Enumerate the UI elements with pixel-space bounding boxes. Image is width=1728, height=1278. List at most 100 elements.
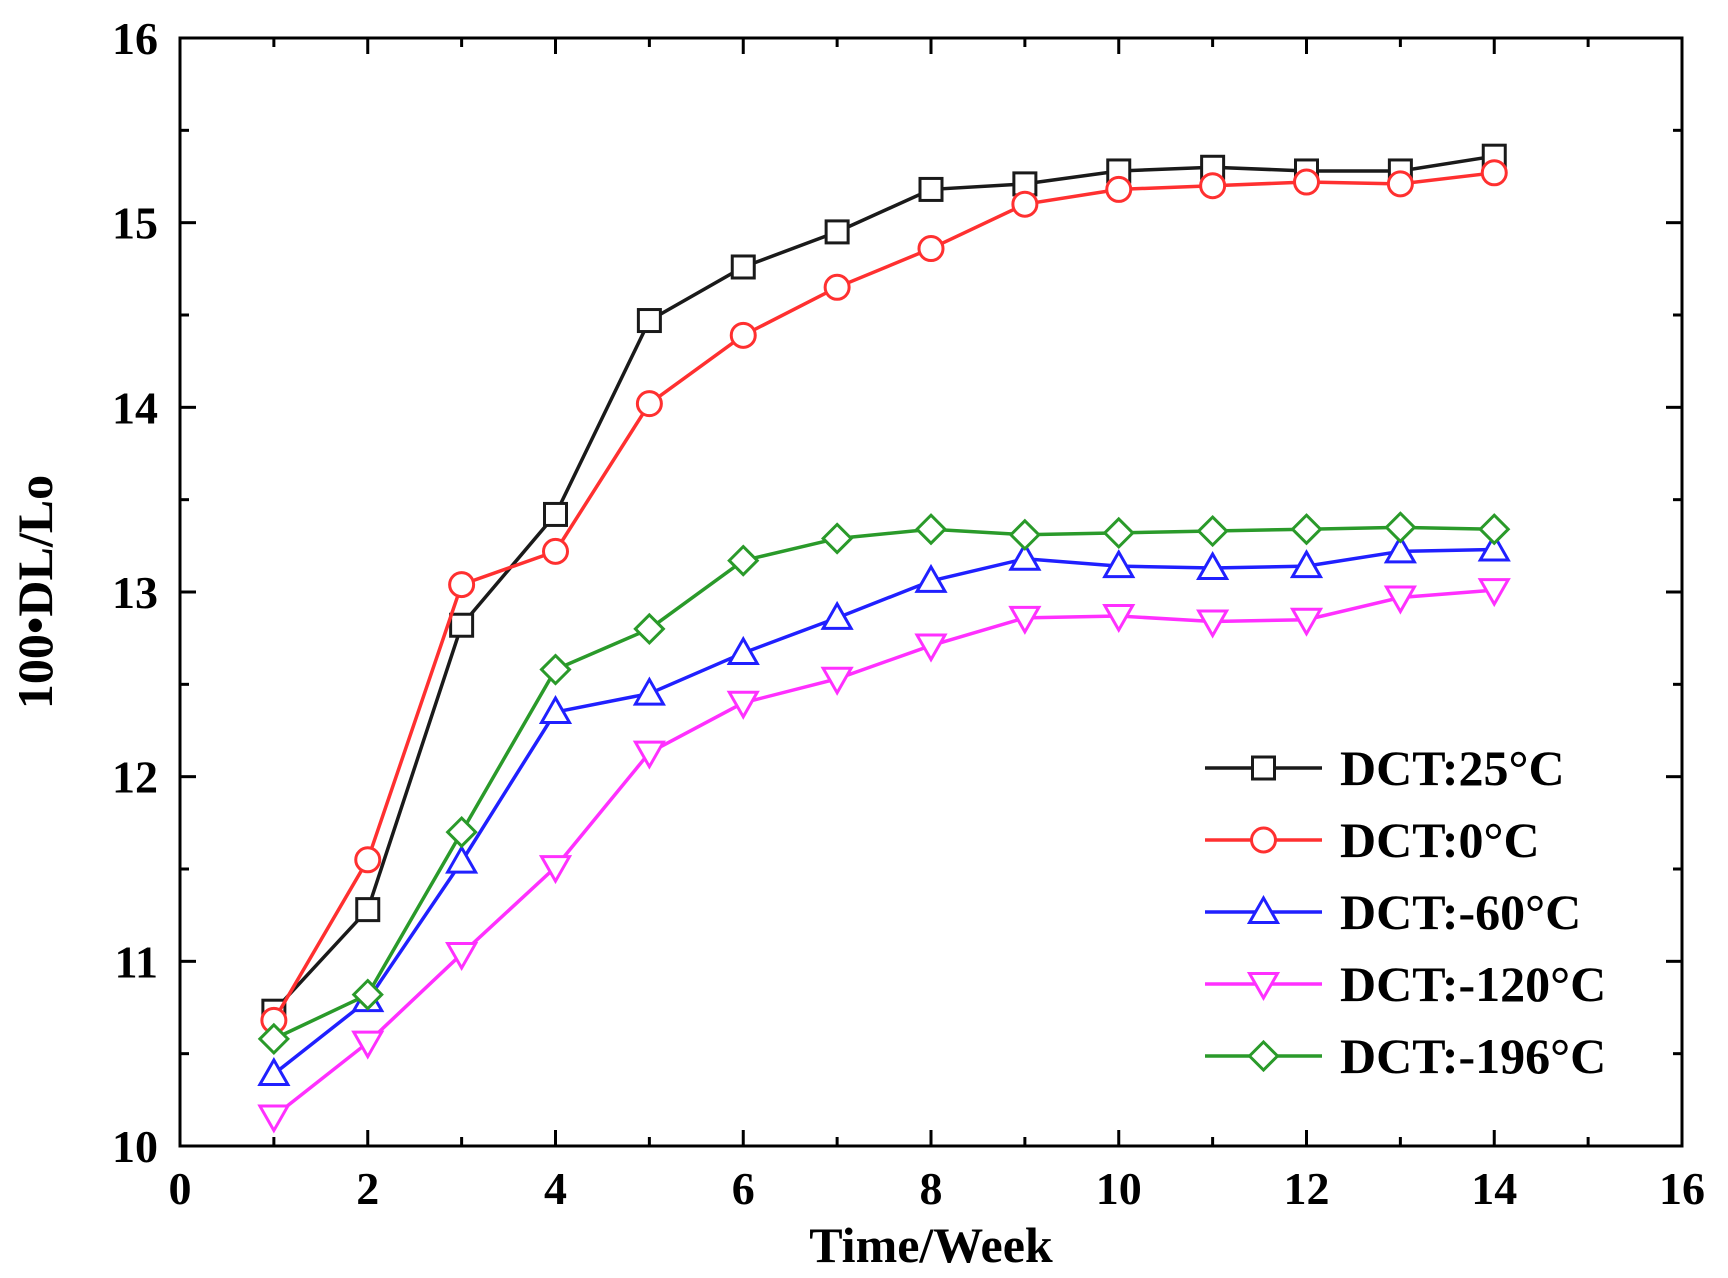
y-axis-label: 100•DL/Lo [7, 475, 63, 709]
data-point [1383, 534, 1417, 564]
x-tick-label: 6 [732, 1163, 755, 1214]
legend-marker [1246, 972, 1281, 1002]
series-layer [257, 143, 1511, 1134]
data-point [914, 513, 948, 546]
y-tick-label: 10 [112, 1121, 158, 1172]
legend-label: DCT:-120°C [1340, 956, 1606, 1012]
data-point [1478, 513, 1511, 546]
data-point [635, 390, 663, 418]
data-point [820, 666, 854, 696]
data-point [1008, 541, 1042, 571]
data-point [354, 846, 382, 874]
data-point [1384, 511, 1417, 544]
data-point [821, 522, 854, 555]
y-tick-label: 13 [112, 567, 158, 618]
data-point [1199, 172, 1227, 200]
data-point [1196, 609, 1230, 639]
data-point [1480, 159, 1508, 187]
data-point [914, 633, 948, 663]
data-point [351, 978, 384, 1011]
data-point [539, 653, 572, 686]
data-point [543, 501, 568, 527]
data-point [632, 676, 666, 706]
data-point [1386, 170, 1414, 198]
data-point [1196, 550, 1230, 580]
series-DCT:0°C [260, 159, 1508, 1034]
x-tick-label: 0 [169, 1163, 192, 1214]
legend-item: DCT:25°C [1205, 740, 1565, 796]
data-point [729, 321, 757, 349]
x-tick-label: 14 [1471, 1163, 1517, 1214]
data-point [632, 740, 666, 770]
legend-item: DCT:-120°C [1205, 956, 1606, 1012]
y-tick-label: 11 [115, 936, 158, 987]
data-point [1289, 607, 1324, 637]
legend-label: DCT:25°C [1340, 740, 1565, 796]
series-DCT:-120°C [257, 578, 1511, 1134]
data-point [257, 1022, 290, 1056]
legend-marker [1247, 1039, 1280, 1073]
data-point [449, 612, 475, 638]
data-point [1008, 518, 1041, 551]
data-point [1290, 513, 1323, 546]
x-tick-label: 10 [1096, 1163, 1142, 1214]
data-point [918, 176, 944, 202]
series-line [272, 154, 1495, 1013]
data-point [1477, 532, 1511, 562]
series-line [272, 588, 1495, 1118]
data-point [636, 308, 662, 334]
data-point [633, 612, 666, 646]
x-tick-label: 8 [920, 1163, 943, 1214]
x-tick-label: 12 [1284, 1163, 1330, 1214]
y-tick-label: 16 [112, 13, 158, 64]
legend-marker [1250, 826, 1277, 854]
data-point [730, 254, 756, 280]
series-DCT:-60°C [257, 532, 1511, 1086]
legend-label: DCT:0°C [1340, 812, 1540, 868]
data-point [257, 1056, 291, 1086]
data-point [1477, 578, 1511, 608]
data-point [1008, 605, 1042, 635]
series-DCT:-196°C [257, 511, 1511, 1056]
data-point [355, 897, 381, 923]
data-point [538, 855, 573, 885]
legend-item: DCT:-60°C [1205, 884, 1581, 940]
legend-item: DCT:0°C [1205, 812, 1540, 868]
y-tick-label: 14 [112, 382, 158, 433]
x-tick-label: 2 [356, 1163, 379, 1214]
legend-marker [1246, 894, 1281, 924]
legend-label: DCT:-60°C [1340, 884, 1581, 940]
data-point [445, 844, 479, 874]
data-point [1102, 549, 1136, 579]
data-point [445, 815, 478, 849]
data-point [824, 219, 850, 245]
data-point [1383, 585, 1417, 615]
data-point [726, 690, 760, 720]
legend: DCT:25°C DCT:0°C DCT:-60°C DCT:-120°C DCT:-1… [1205, 740, 1606, 1084]
data-point [1102, 516, 1135, 550]
data-point [445, 941, 479, 971]
data-point [1011, 190, 1039, 218]
series-line [272, 547, 1495, 1076]
data-point [914, 563, 948, 593]
data-point [1289, 549, 1324, 579]
legend-marker [1251, 755, 1276, 781]
data-point [448, 571, 476, 599]
data-point [257, 1104, 291, 1134]
legend-label: DCT:-196°C [1340, 1028, 1606, 1084]
x-tick-label: 16 [1659, 1163, 1705, 1214]
data-point [538, 695, 573, 725]
data-point [917, 235, 945, 263]
y-tick-label: 15 [112, 198, 158, 249]
axis-ticks: 0 2 4 6 8 10 12 14 16 10 11 12 13 14 15 16 [112, 13, 1705, 1214]
x-axis-label: Time/Week [809, 1217, 1053, 1273]
data-point [351, 1030, 385, 1060]
data-point [727, 544, 760, 577]
legend-item: DCT:-196°C [1205, 1028, 1606, 1084]
series-line [272, 171, 1495, 1022]
x-tick-label: 4 [544, 1163, 567, 1214]
data-point [542, 537, 569, 565]
data-point [1102, 604, 1136, 634]
